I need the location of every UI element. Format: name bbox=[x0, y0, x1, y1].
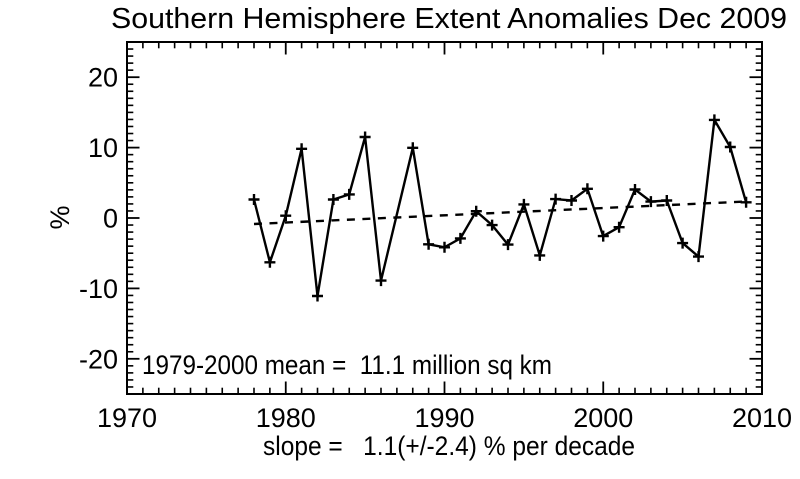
svg-text:1970: 1970 bbox=[97, 403, 157, 433]
svg-text:0: 0 bbox=[103, 203, 118, 233]
svg-text:%: % bbox=[45, 205, 75, 229]
svg-text:20: 20 bbox=[88, 63, 118, 93]
svg-text:2010: 2010 bbox=[732, 403, 792, 433]
svg-text:-20: -20 bbox=[79, 344, 118, 374]
svg-text:1990: 1990 bbox=[414, 403, 474, 433]
svg-text:1979-2000 mean = 11.1 million: 1979-2000 mean = 11.1 million sq km bbox=[142, 350, 552, 380]
svg-text:2000: 2000 bbox=[573, 403, 633, 433]
svg-text:10: 10 bbox=[88, 133, 118, 163]
svg-text:slope = 1.1(+/-2.4) % per de: slope = 1.1(+/-2.4) % per decade bbox=[263, 431, 635, 461]
svg-text:1980: 1980 bbox=[256, 403, 316, 433]
svg-text:Southern Hemisphere Extent Ano: Southern Hemisphere Extent Anomalies Dec… bbox=[111, 3, 787, 35]
svg-text:-10: -10 bbox=[79, 274, 118, 304]
